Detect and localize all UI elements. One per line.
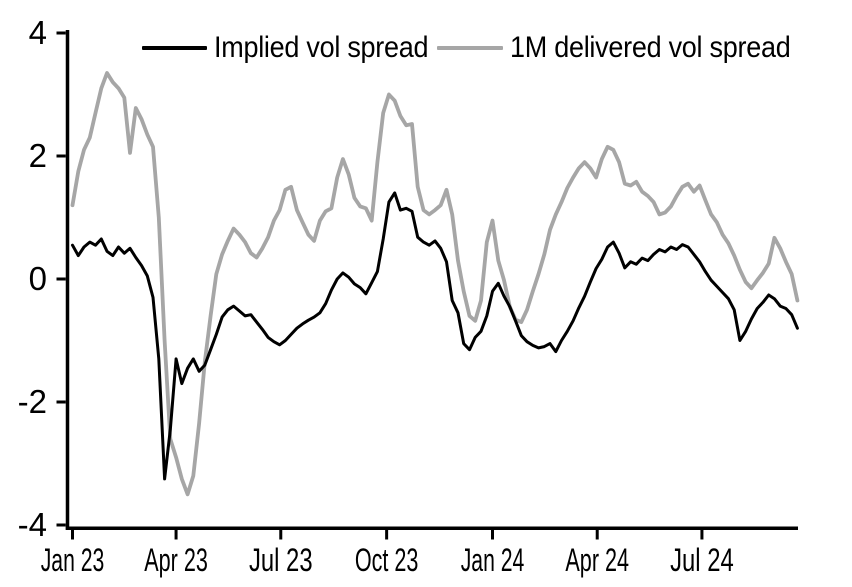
legend-label-1m-delivered-vol-spread: 1M delivered vol spread: [510, 31, 791, 64]
x-tick-label: Apr 23: [144, 542, 208, 578]
y-tick-label: 0: [29, 260, 47, 297]
x-tick-label: Jul 24: [670, 542, 734, 578]
y-tick-label: 2: [29, 137, 47, 174]
legend-line-sample-black: [142, 46, 207, 50]
x-tick-label: Jan 24: [461, 542, 525, 578]
legend-label-implied-vol-spread: Implied vol spread: [214, 31, 429, 64]
series-implied-vol-spread: [71, 191, 799, 481]
series-1m-delivered-vol-spread: [70, 71, 800, 497]
legend-item-1m-delivered-vol-spread: 1M delivered vol spread: [437, 31, 822, 64]
x-tick-label: Jan 23: [41, 542, 105, 578]
x-tick-label: Oct 23: [355, 542, 419, 578]
x-tick-label: Apr 24: [565, 542, 629, 578]
y-tick-label: -2: [18, 383, 47, 420]
y-tick-label: -4: [18, 506, 47, 543]
y-tick-label: 4: [29, 14, 47, 51]
legend-item-implied-vol-spread: Implied vol spread: [142, 31, 452, 64]
legend-line-sample-gray: [437, 46, 503, 50]
x-tick-label: Jul 23: [249, 542, 313, 578]
